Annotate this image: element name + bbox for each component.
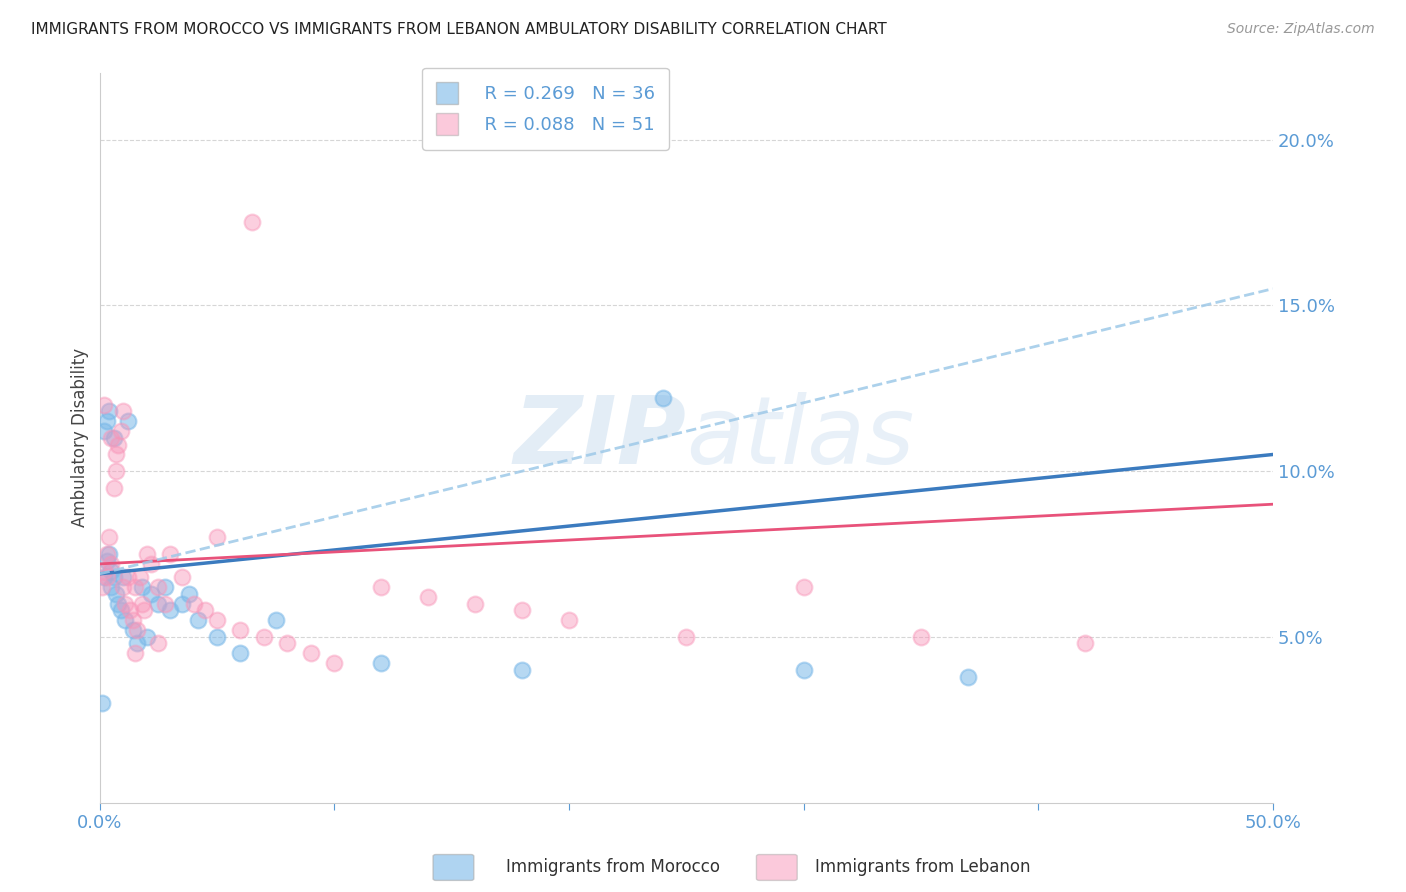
Point <box>370 657 392 671</box>
Text: Immigrants from Lebanon: Immigrants from Lebanon <box>815 858 1031 876</box>
Point <box>675 630 697 644</box>
Point <box>121 613 143 627</box>
Point <box>128 570 150 584</box>
Point <box>100 580 122 594</box>
Point <box>1074 636 1097 650</box>
Point <box>98 547 121 561</box>
Point <box>114 597 136 611</box>
Point <box>135 547 157 561</box>
Y-axis label: Ambulatory Disability: Ambulatory Disability <box>72 349 89 527</box>
Point <box>117 570 139 584</box>
Point <box>103 570 125 584</box>
Point <box>323 657 346 671</box>
Point <box>159 547 181 561</box>
Point <box>110 424 132 438</box>
Point <box>98 530 121 544</box>
Text: atlas: atlas <box>686 392 914 483</box>
Point <box>100 557 122 571</box>
Point <box>112 580 135 594</box>
Point <box>96 570 118 584</box>
Point <box>253 630 276 644</box>
Point <box>134 603 156 617</box>
Point <box>93 424 115 438</box>
Point <box>100 564 122 578</box>
Point <box>93 570 115 584</box>
Point <box>96 547 118 561</box>
Point <box>956 670 979 684</box>
Point <box>121 624 143 638</box>
Point <box>131 580 153 594</box>
Point <box>141 557 163 571</box>
Point <box>148 636 170 650</box>
Point <box>205 613 228 627</box>
Point <box>127 636 149 650</box>
Point <box>170 570 193 584</box>
Point <box>107 597 129 611</box>
Point <box>96 553 118 567</box>
Text: Immigrants from Morocco: Immigrants from Morocco <box>506 858 720 876</box>
Point <box>299 647 322 661</box>
Point <box>187 613 209 627</box>
Point <box>120 603 142 617</box>
Point <box>264 613 287 627</box>
Point <box>464 597 486 611</box>
Point <box>103 431 125 445</box>
Point <box>418 590 440 604</box>
Point <box>510 603 533 617</box>
Point <box>159 603 181 617</box>
Point <box>91 580 114 594</box>
Point <box>370 580 392 594</box>
Point <box>194 603 217 617</box>
Point <box>93 398 115 412</box>
Point <box>114 613 136 627</box>
Point <box>127 624 149 638</box>
Point <box>229 647 252 661</box>
Point <box>100 431 122 445</box>
Point <box>141 587 163 601</box>
Point <box>205 530 228 544</box>
Point <box>131 597 153 611</box>
Text: IMMIGRANTS FROM MOROCCO VS IMMIGRANTS FROM LEBANON AMBULATORY DISABILITY CORRELA: IMMIGRANTS FROM MOROCCO VS IMMIGRANTS FR… <box>31 22 887 37</box>
Point <box>155 580 177 594</box>
Point <box>112 570 135 584</box>
Point <box>793 580 815 594</box>
Point <box>105 448 128 462</box>
Point <box>229 624 252 638</box>
Text: Source: ZipAtlas.com: Source: ZipAtlas.com <box>1227 22 1375 37</box>
Point <box>124 647 146 661</box>
Point <box>91 696 114 710</box>
Legend:   R = 0.269   N = 36,   R = 0.088   N = 51: R = 0.269 N = 36, R = 0.088 N = 51 <box>422 68 669 150</box>
Point <box>177 587 200 601</box>
Point <box>276 636 298 650</box>
Point <box>651 391 673 405</box>
Point <box>910 630 932 644</box>
Point <box>93 564 115 578</box>
Point <box>170 597 193 611</box>
Point <box>96 414 118 428</box>
Point <box>155 597 177 611</box>
Point <box>112 404 135 418</box>
Point <box>148 580 170 594</box>
Point <box>793 663 815 677</box>
Point <box>107 437 129 451</box>
Point <box>105 464 128 478</box>
Point <box>124 580 146 594</box>
Text: ZIP: ZIP <box>513 392 686 484</box>
Point <box>240 215 263 229</box>
Point <box>205 630 228 644</box>
Point <box>117 414 139 428</box>
Point <box>183 597 205 611</box>
Point <box>110 603 132 617</box>
Point <box>148 597 170 611</box>
Point <box>103 481 125 495</box>
Point <box>510 663 533 677</box>
Point <box>135 630 157 644</box>
Point <box>98 404 121 418</box>
Point <box>105 587 128 601</box>
Point <box>558 613 581 627</box>
